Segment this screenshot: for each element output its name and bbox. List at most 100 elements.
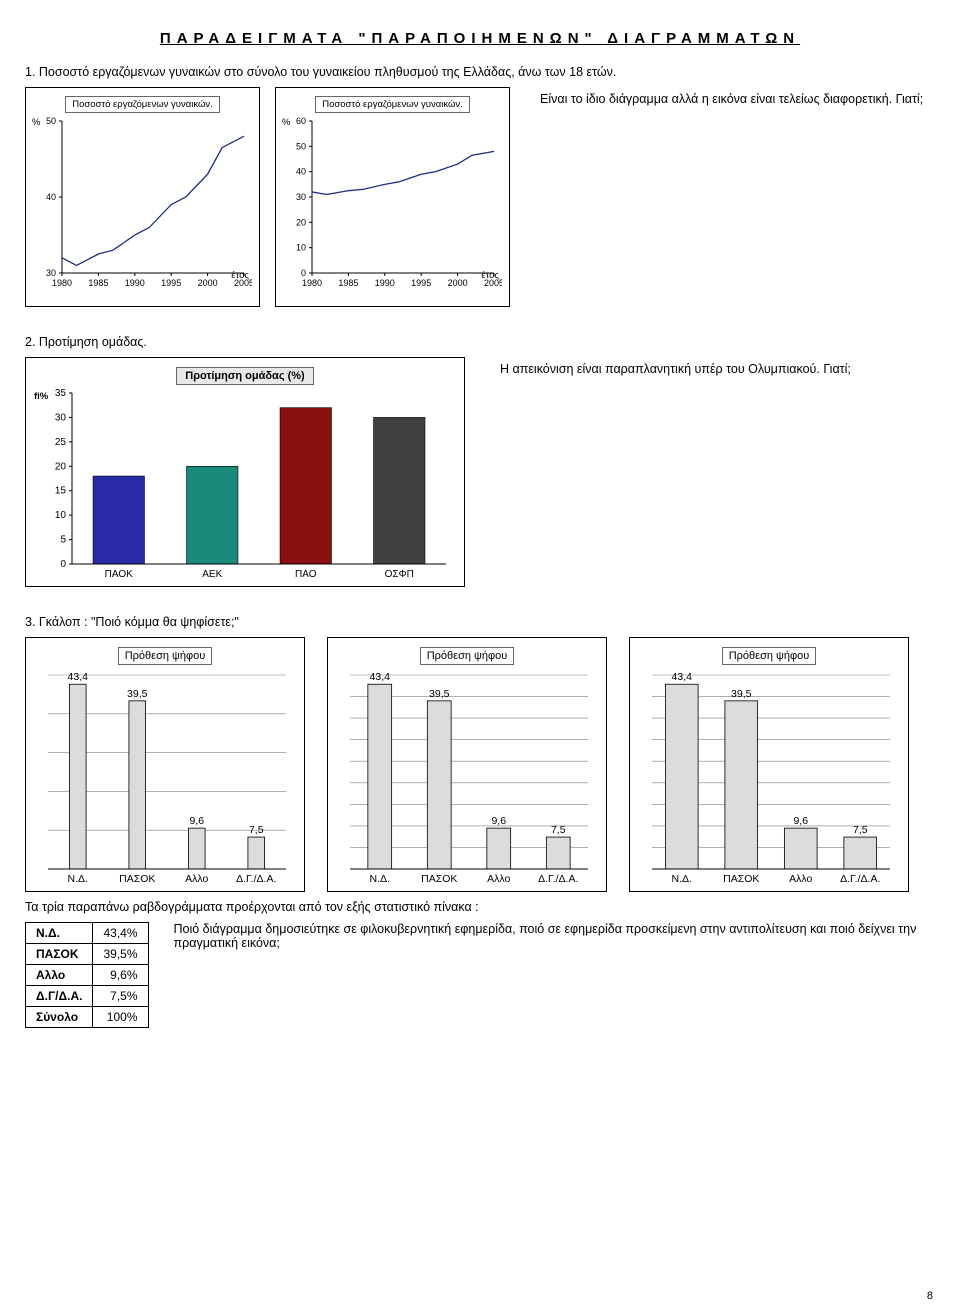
svg-text:1995: 1995 <box>161 278 181 288</box>
svg-text:Ν.Δ.: Ν.Δ. <box>672 873 692 885</box>
svg-text:43,4: 43,4 <box>370 671 391 683</box>
section1-label: 1. Ποσοστό εργαζόμενων γυναικών στο σύνο… <box>25 65 935 79</box>
svg-text:Δ.Γ./Δ.Α.: Δ.Γ./Δ.Α. <box>840 873 880 885</box>
svg-text:ΠΑΣΟΚ: ΠΑΣΟΚ <box>119 873 155 885</box>
svg-text:20: 20 <box>296 217 306 227</box>
page-number: 8 <box>927 1290 933 1302</box>
svg-text:ΠΑΣΟΚ: ΠΑΣΟΚ <box>723 873 759 885</box>
table-cell: 43,4% <box>93 923 148 944</box>
svg-text:1990: 1990 <box>125 278 145 288</box>
svg-text:43,4: 43,4 <box>672 671 693 683</box>
svg-text:ΠΑΟ: ΠΑΟ <box>295 569 317 580</box>
table-cell: 9,6% <box>93 965 148 986</box>
svg-text:60: 60 <box>296 116 306 126</box>
svg-text:9,6: 9,6 <box>793 815 808 827</box>
svg-text:7,5: 7,5 <box>249 824 264 836</box>
table-cell: 7,5% <box>93 986 148 1007</box>
table-cell: Αλλο <box>26 965 93 986</box>
svg-text:43,4: 43,4 <box>68 671 89 683</box>
section3-label: 3. Γκάλοπ : "Ποιό κόμμα θα ψηφίσετε;" <box>25 615 935 629</box>
svg-text:Δ.Γ./Δ.Α.: Δ.Γ./Δ.Α. <box>236 873 276 885</box>
svg-text:ΑΕΚ: ΑΕΚ <box>202 569 222 580</box>
section3-title-c: Πρόθεση ψήφου <box>722 647 817 665</box>
section2-svg: 0 5 10 15 20 25 30 35 ΠΑΟΚ ΑΕΚ ΠΑΟ ΟΣΦΠ <box>34 389 454 584</box>
section3-svg-a: 43,4 Ν.Δ. 39,5 ΠΑΣΟΚ 9,6 Αλλο 7,5 Δ.Γ./Δ.Α. <box>34 669 296 889</box>
svg-text:1985: 1985 <box>338 278 358 288</box>
svg-text:7,5: 7,5 <box>551 824 566 836</box>
svg-text:Αλλο: Αλλο <box>487 873 510 885</box>
svg-text:2000: 2000 <box>448 278 468 288</box>
svg-text:15: 15 <box>55 486 67 497</box>
svg-text:2000: 2000 <box>198 278 218 288</box>
svg-text:1990: 1990 <box>375 278 395 288</box>
section3-table-row: Ν.Δ.43,4%ΠΑΣΟΚ39,5%Αλλο9,6%Δ.Γ/Δ.Α.7,5%Σ… <box>25 922 935 1028</box>
chart-a-xlabel: έτος <box>231 270 249 281</box>
section2-row: Προτίμηση ομάδας (%) fi% 0 5 10 15 20 25 30 35 Π… <box>25 357 935 587</box>
section3-chart-a: Πρόθεση ψήφου 43,4 Ν.Δ. 39,5 ΠΑΣΟΚ 9,6 Αλλο 7,… <box>25 637 305 892</box>
svg-text:1995: 1995 <box>411 278 431 288</box>
section3-chart-c: Πρόθεση ψήφου 43,4 Ν.Δ. 39,5 ΠΑΣΟΚ 9,6 Αλλο 7,… <box>629 637 909 892</box>
svg-text:10: 10 <box>55 510 67 521</box>
svg-text:30: 30 <box>46 268 56 278</box>
table-cell: ΠΑΣΟΚ <box>26 944 93 965</box>
section2-yunit: fi% <box>34 391 48 402</box>
section3-svg-c: 43,4 Ν.Δ. 39,5 ΠΑΣΟΚ 9,6 Αλλο 7,5 Δ.Γ./Δ.Α. <box>638 669 900 889</box>
section2-note: Η απεικόνιση είναι παραπλανητική υπέρ το… <box>485 357 935 376</box>
svg-text:Αλλο: Αλλο <box>789 873 812 885</box>
svg-text:39,5: 39,5 <box>731 688 752 700</box>
svg-text:35: 35 <box>55 389 67 399</box>
svg-text:39,5: 39,5 <box>127 688 148 700</box>
chart-b-xlabel: έτος <box>481 270 499 281</box>
section3-table: Ν.Δ.43,4%ΠΑΣΟΚ39,5%Αλλο9,6%Δ.Γ/Δ.Α.7,5%Σ… <box>25 922 149 1028</box>
table-cell: 100% <box>93 1007 148 1028</box>
svg-text:50: 50 <box>296 141 306 151</box>
svg-text:10: 10 <box>296 243 306 253</box>
svg-text:9,6: 9,6 <box>491 815 506 827</box>
svg-text:20: 20 <box>55 461 67 472</box>
chart-b-legend: Ποσοστό εργαζόμενων γυναικών. <box>315 96 470 113</box>
section3-title-a: Πρόθεση ψήφου <box>118 647 213 665</box>
section1-note: Είναι το ίδιο διάγραμμα αλλά η εικόνα εί… <box>525 87 935 106</box>
svg-text:30: 30 <box>296 192 306 202</box>
svg-text:1980: 1980 <box>302 278 322 288</box>
svg-text:Δ.Γ./Δ.Α.: Δ.Γ./Δ.Α. <box>538 873 578 885</box>
section1-chart-b: Ποσοστό εργαζόμενων γυναικών. % 0 10 20 30 4… <box>275 87 510 307</box>
svg-text:30: 30 <box>55 412 67 423</box>
svg-text:Ν.Δ.: Ν.Δ. <box>68 873 88 885</box>
section3-chart-b: Πρόθεση ψήφου 43,4 Ν.Δ. 39,5 ΠΑΣΟΚ 9,6 Αλλο 7,… <box>327 637 607 892</box>
svg-text:Ν.Δ.: Ν.Δ. <box>370 873 390 885</box>
svg-text:1985: 1985 <box>88 278 108 288</box>
svg-text:1980: 1980 <box>52 278 72 288</box>
svg-text:25: 25 <box>55 437 67 448</box>
chart-b-yunit: % <box>282 117 290 128</box>
section3-question: Ποιό διάγραμμα δημοσιεύτηκε σε φιλοκυβερ… <box>174 922 936 950</box>
table-cell: 39,5% <box>93 944 148 965</box>
section1-row: Ποσοστό εργαζόμενων γυναικών. % 30 40 50 19… <box>25 87 935 307</box>
page-title: ΠΑΡΑΔΕΙΓΜΑΤΑ "ΠΑΡΑΠΟΙΗΜΕΝΩΝ" ΔΙΑΓΡΑΜΜΑΤΩ… <box>25 30 935 47</box>
table-cell: Δ.Γ/Δ.Α. <box>26 986 93 1007</box>
svg-text:0: 0 <box>301 268 306 278</box>
svg-text:ΟΣΦΠ: ΟΣΦΠ <box>385 569 414 580</box>
svg-text:50: 50 <box>46 116 56 126</box>
svg-text:39,5: 39,5 <box>429 688 450 700</box>
chart-a-yunit: % <box>32 117 40 128</box>
chart-a-svg: 304050198019851990199520002005 <box>32 115 252 295</box>
section3-svg-b: 43,4 Ν.Δ. 39,5 ΠΑΣΟΚ 9,6 Αλλο 7,5 Δ.Γ./Δ.Α. <box>336 669 598 889</box>
svg-text:0: 0 <box>60 559 66 570</box>
svg-text:Αλλο: Αλλο <box>185 873 208 885</box>
svg-text:ΠΑΣΟΚ: ΠΑΣΟΚ <box>421 873 457 885</box>
section1-chart-a: Ποσοστό εργαζόμενων γυναικών. % 30 40 50 19… <box>25 87 260 307</box>
section2-chart: Προτίμηση ομάδας (%) fi% 0 5 10 15 20 25 30 35 Π… <box>25 357 465 587</box>
svg-text:40: 40 <box>296 167 306 177</box>
svg-text:ΠΑΟΚ: ΠΑΟΚ <box>105 569 133 580</box>
section2-chart-title: Προτίμηση ομάδας (%) <box>176 367 313 385</box>
svg-text:7,5: 7,5 <box>853 824 868 836</box>
table-cell: Ν.Δ. <box>26 923 93 944</box>
svg-text:5: 5 <box>60 535 66 546</box>
section3-title-b: Πρόθεση ψήφου <box>420 647 515 665</box>
chart-b-svg: 0102030405060198019851990199520002005 <box>282 115 502 295</box>
svg-text:9,6: 9,6 <box>189 815 204 827</box>
section3-row: Πρόθεση ψήφου 43,4 Ν.Δ. 39,5 ΠΑΣΟΚ 9,6 Αλλο 7,… <box>25 637 935 892</box>
svg-text:40: 40 <box>46 192 56 202</box>
chart-a-legend: Ποσοστό εργαζόμενων γυναικών. <box>65 96 220 113</box>
